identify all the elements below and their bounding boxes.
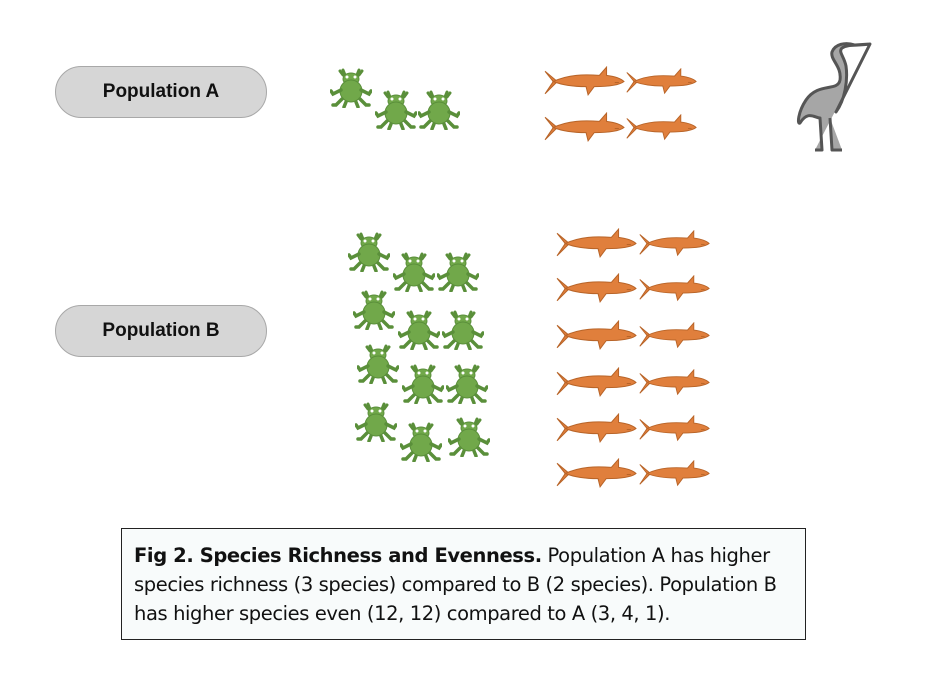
frog-icon: [402, 364, 444, 404]
shark-icon: [556, 273, 637, 303]
population-a-label: Population A: [55, 66, 267, 118]
heron: [796, 42, 872, 152]
shark-icon: [639, 275, 710, 301]
shark-icon: [556, 413, 637, 443]
frog-icon: [400, 422, 442, 462]
frog-icon: [348, 232, 390, 272]
shark-icon: [556, 458, 637, 488]
population-b-label: Population B: [55, 305, 267, 357]
frog-icon: [446, 364, 488, 404]
shark-icon: [639, 322, 710, 348]
frog-icon: [355, 402, 397, 442]
shark-icon: [556, 367, 637, 397]
shark-icon: [626, 114, 697, 140]
shark-icon: [544, 66, 625, 96]
shark-icon: [639, 460, 710, 486]
shark-icon: [556, 320, 637, 350]
caption-title: Fig 2. Species Richness and Evenness.: [134, 544, 542, 567]
shark-icon: [556, 228, 637, 258]
frog-icon: [418, 90, 460, 130]
frog-icon: [448, 417, 490, 457]
figure-caption: Fig 2. Species Richness and Evenness. Po…: [121, 528, 806, 640]
shark-icon: [544, 112, 625, 142]
shark-icon: [639, 415, 710, 441]
frog-icon: [393, 252, 435, 292]
frog-icon: [442, 310, 484, 350]
frog-icon: [437, 252, 479, 292]
frog-icon: [353, 290, 395, 330]
frog-icon: [375, 90, 417, 130]
shark-icon: [626, 68, 697, 94]
shark-icon: [639, 230, 710, 256]
frog-icon: [398, 310, 440, 350]
frog-icon: [330, 68, 372, 108]
caption-body: Population A has higher species richness…: [134, 544, 777, 625]
frog-icon: [357, 344, 399, 384]
shark-icon: [639, 369, 710, 395]
